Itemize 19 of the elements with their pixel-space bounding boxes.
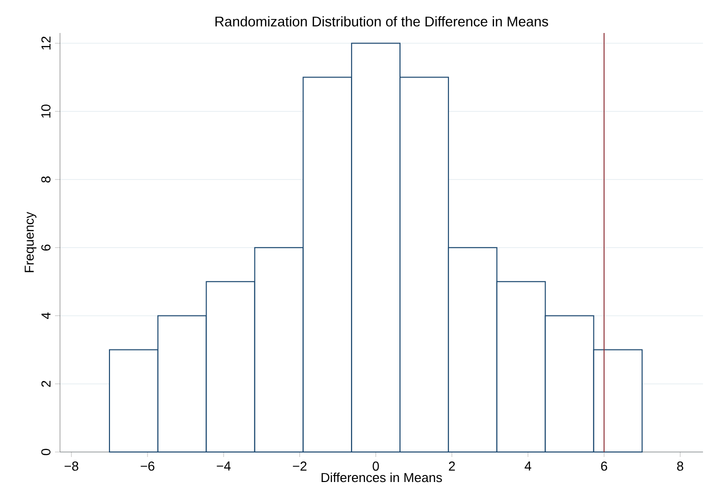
y-tick-label: 12 [41,36,50,50]
x-tick-label: 0 [372,462,379,471]
y-tick-label: 2 [41,380,50,387]
x-axis-title: Differences in Means [322,472,442,482]
x-tick-label: 2 [448,462,455,471]
x-tick-label: −4 [216,462,231,470]
x-tick-label: −8 [64,462,78,471]
x-tick-label: 4 [524,462,532,470]
x-tick-label: −2 [292,462,306,471]
chart-title: Randomization Distribution of the Difference in Means [215,16,548,26]
x-tick-label: 6 [601,462,608,471]
x-tick-label: −6 [140,462,154,471]
y-tick-label: 10 [41,104,50,118]
y-tick-label: 6 [41,244,50,251]
y-tick-label: 8 [41,176,50,183]
y-axis-title: Frequency [24,212,36,272]
x-tick-label: 8 [677,462,684,471]
y-tick-label: 0 [41,448,50,456]
y-tick-label: 4 [42,312,50,320]
